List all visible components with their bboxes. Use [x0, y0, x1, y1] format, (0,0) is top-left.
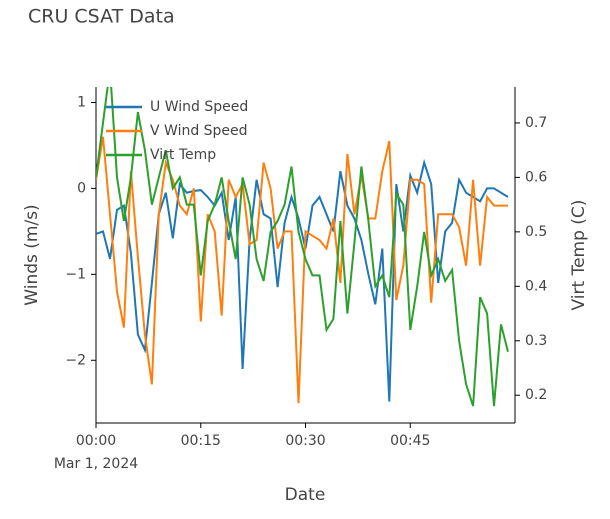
- series-line: [96, 158, 509, 402]
- y2-tick-label: 0.7: [525, 115, 547, 131]
- x-tick-label: 00:15: [181, 433, 221, 449]
- y-axis-label: Winds (m/s): [22, 204, 42, 305]
- y-tick-label: −1: [65, 266, 86, 282]
- legend: U Wind Speed V Wind Speed Virt Temp: [106, 99, 248, 163]
- x-tick-label: 00:00: [76, 433, 116, 449]
- series-line: [96, 136, 508, 404]
- y2-tick-label: 0.6: [525, 169, 547, 185]
- legend-label: V Wind Speed: [150, 123, 248, 139]
- series-line: [96, 87, 509, 407]
- plot-area: [96, 87, 509, 407]
- legend-label: Virt Temp: [150, 147, 216, 163]
- x-tick-label: 00:45: [390, 433, 430, 449]
- y2-tick-label: 0.3: [525, 333, 547, 349]
- legend-label: U Wind Speed: [150, 99, 248, 115]
- y2-axis-label: Virt Temp (C): [569, 200, 589, 311]
- x-tick-label: 00:30: [285, 433, 325, 449]
- x-axis-label: Date: [285, 485, 326, 505]
- y2-tick-label: 0.5: [525, 224, 547, 240]
- y-tick-label: 1: [77, 94, 86, 110]
- y-tick-label: 0: [77, 180, 86, 196]
- y2-tick-label: 0.2: [525, 387, 547, 403]
- x-tick-date: Mar 1, 2024: [54, 456, 138, 472]
- chart-title: CRU CSAT Data: [28, 6, 175, 28]
- y-tick-label: −2: [65, 352, 86, 368]
- y2-tick-label: 0.4: [525, 278, 547, 294]
